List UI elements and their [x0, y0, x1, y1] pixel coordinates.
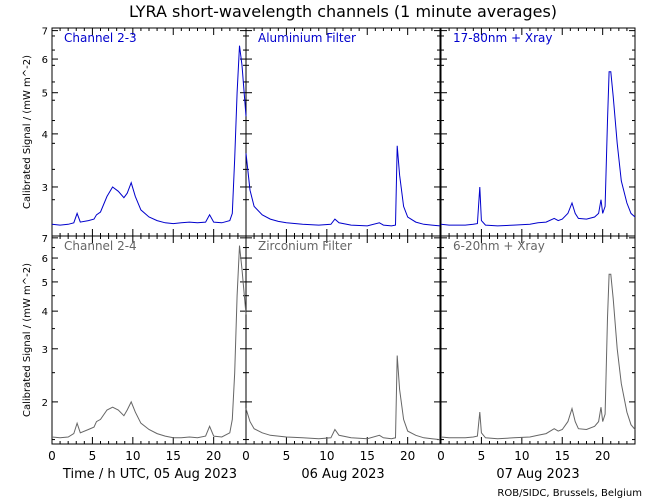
series-line [245, 145, 441, 227]
y-tick-label: 4 [42, 307, 48, 318]
y-tick-label: 5 [42, 89, 48, 100]
chart-title: LYRA short-wavelength channels (1 minute… [129, 2, 557, 21]
series-line [245, 355, 441, 441]
series-line [51, 245, 247, 439]
x-axis-label-day1: Time / h UTC, 05 Aug 2023 [62, 467, 237, 482]
x-tick-label: 10 [514, 449, 529, 463]
series-line [51, 45, 247, 226]
x-tick-label: 15 [360, 449, 375, 463]
x-tick-label: 0 [437, 449, 445, 463]
y-tick-label: 3 [42, 183, 48, 194]
x-tick-label: 5 [283, 449, 291, 463]
panel-label: Aluminium Filter [258, 31, 356, 45]
x-tick-label: 15 [166, 449, 181, 463]
x-tick-label: 10 [319, 449, 334, 463]
y-tick-label: 4 [42, 130, 48, 141]
y-tick-label: 3 [42, 345, 48, 356]
x-axis-label-day3: 07 Aug 2023 [496, 467, 579, 482]
panel-label: 6-20nm + Xray [453, 239, 545, 253]
y-tick-label: 2 [42, 398, 48, 409]
x-tick-label: 20 [595, 449, 610, 463]
plot-area: 7 6 5 4 3 Calibrated Signal / (mW m^-2) 7 6 5 4 3 2… [22, 27, 636, 463]
y-axis-label: Calibrated Signal / (mW m^-2) [22, 263, 33, 417]
panel-label: Zirconium Filter [258, 239, 352, 253]
panel-frame [245, 235, 441, 445]
x-tick-label: 20 [206, 449, 221, 463]
y-tick-label: 6 [42, 254, 48, 265]
x-tick-label: 5 [89, 449, 97, 463]
x-tick-label: 0 [242, 449, 250, 463]
x-tick-label: 10 [125, 449, 140, 463]
panel-frame [51, 27, 247, 237]
panel-frame [440, 27, 636, 237]
panel-frame [440, 235, 636, 445]
credit-text: ROB/SIDC, Brussels, Belgium [497, 488, 642, 499]
panel-frame [51, 235, 247, 445]
y-tick-label: 6 [42, 55, 48, 66]
y-axis-label: Calibrated Signal / (mW m^-2) [22, 55, 33, 209]
y-tick-label: 7 [42, 27, 48, 38]
panel-label: Channel 2-4 [64, 239, 137, 253]
panel-frame [245, 27, 441, 237]
panel-label: 17-80nm + Xray [453, 31, 552, 45]
y-tick-label: 7 [42, 234, 48, 245]
x-tick-label: 15 [555, 449, 570, 463]
series-line [440, 71, 636, 227]
series-line [440, 273, 636, 440]
x-tick-label: 5 [478, 449, 486, 463]
panel-label: Channel 2-3 [64, 31, 137, 45]
x-tick-label: 20 [400, 449, 415, 463]
y-tick-label: 5 [42, 278, 48, 289]
x-axis-label-day2: 06 Aug 2023 [301, 467, 384, 482]
x-tick-label: 0 [48, 449, 56, 463]
